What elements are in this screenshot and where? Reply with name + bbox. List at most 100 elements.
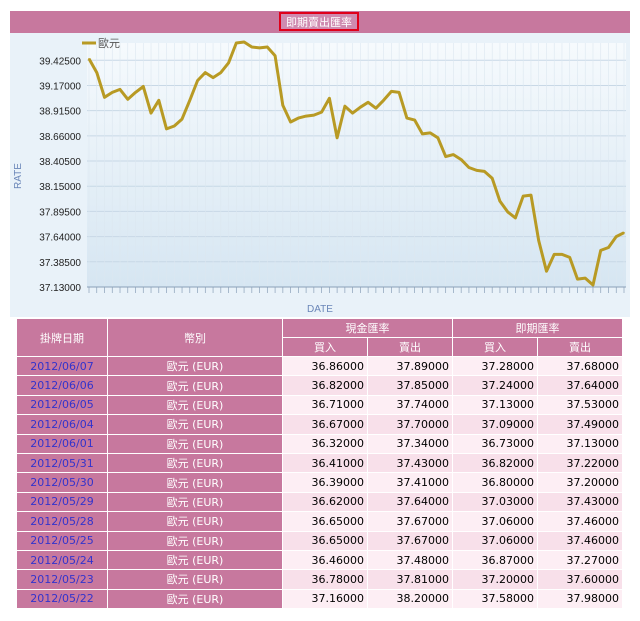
data-point	[599, 249, 602, 252]
header-spot-buy: 買入	[452, 337, 538, 357]
row-spot-sell: 37.22000	[537, 452, 623, 474]
y-tick-label: 39.42500	[39, 56, 81, 67]
data-point	[212, 76, 214, 79]
row-currency: 歐元 (EUR)	[107, 375, 283, 396]
row-date[interactable]: 2012/06/01	[16, 433, 108, 454]
y-tick-label: 37.13000	[39, 283, 81, 294]
row-date[interactable]: 2012/05/30	[16, 472, 108, 493]
data-point	[320, 111, 323, 113]
data-point	[437, 137, 439, 139]
rates-table: 掛牌日期 幣別 現金匯率 即期匯率 買入 賣出 買入 賣出 2012/06/07…	[16, 318, 623, 610]
data-point	[452, 153, 455, 156]
table-row: 2012/06/04 歐元 (EUR) 36.67000 37.70000 37.090…	[16, 414, 623, 435]
row-spot-sell: 37.68000	[537, 355, 623, 377]
row-cash-buy: 36.65000	[282, 511, 368, 532]
y-axis-label: RATE	[13, 163, 24, 189]
row-currency: 歐元 (EUR)	[107, 511, 283, 532]
row-cash-buy: 36.41000	[282, 452, 368, 474]
row-spot-sell: 37.13000	[537, 433, 623, 454]
data-point	[103, 96, 106, 99]
row-date[interactable]: 2012/06/07	[16, 355, 108, 377]
series-line-euro	[87, 40, 625, 287]
data-point	[235, 42, 238, 44]
row-currency: 歐元 (EUR)	[107, 433, 283, 454]
row-cash-sell: 38.20000	[367, 588, 453, 610]
row-date[interactable]: 2012/05/28	[16, 511, 108, 532]
row-date[interactable]: 2012/05/22	[16, 588, 108, 610]
table-row: 2012/06/05 歐元 (EUR) 36.71000 37.74000 37.130…	[16, 394, 623, 416]
row-date[interactable]: 2012/06/04	[16, 414, 108, 435]
data-point	[196, 79, 199, 82]
row-cash-sell: 37.85000	[367, 375, 453, 396]
row-spot-sell: 37.46000	[537, 530, 623, 551]
y-axis-ticks: 39.42500 39.17000 38.91500 38.66000 38.40500…	[39, 56, 81, 294]
row-date[interactable]: 2012/05/25	[16, 530, 108, 551]
data-point	[305, 115, 307, 117]
row-cash-buy: 36.86000	[282, 355, 368, 377]
row-spot-buy: 37.13000	[452, 394, 538, 416]
header-cash-sell: 賣出	[367, 337, 453, 357]
data-point	[499, 200, 501, 202]
row-currency: 歐元 (EUR)	[107, 452, 283, 474]
data-point	[336, 137, 338, 139]
row-cash-sell: 37.70000	[367, 414, 453, 435]
row-date[interactable]: 2012/06/06	[16, 375, 108, 396]
data-point	[584, 277, 586, 279]
data-point	[545, 270, 548, 272]
row-cash-buy: 36.39000	[282, 472, 368, 493]
data-point	[506, 211, 509, 213]
row-cash-buy: 36.46000	[282, 549, 368, 571]
data-point	[359, 106, 362, 108]
data-point	[328, 97, 331, 100]
row-cash-buy: 36.78000	[282, 569, 368, 590]
row-date[interactable]: 2012/05/24	[16, 549, 108, 571]
row-cash-sell: 37.81000	[367, 569, 453, 590]
data-point	[553, 253, 555, 256]
data-point	[421, 133, 424, 135]
rate-chart-svg: 39.42500 39.17000 38.91500 38.66000 38.40500…	[10, 33, 630, 317]
data-point	[522, 195, 524, 197]
data-point	[483, 170, 486, 173]
data-point	[142, 85, 145, 88]
row-date[interactable]: 2012/05/29	[16, 491, 108, 513]
data-point	[96, 71, 98, 74]
data-point	[227, 62, 230, 64]
rate-chart: 39.42500 39.17000 38.91500 38.66000 38.40500…	[10, 33, 630, 317]
row-spot-sell: 37.49000	[537, 414, 623, 435]
data-point	[344, 105, 346, 107]
row-date[interactable]: 2012/05/23	[16, 569, 108, 590]
table-row: 2012/05/23 歐元 (EUR) 36.78000 37.81000 37.200…	[16, 569, 623, 590]
data-point	[313, 114, 315, 116]
row-spot-sell: 37.27000	[537, 549, 623, 571]
table-row: 2012/05/28 歐元 (EUR) 36.65000 37.67000 37.060…	[16, 511, 623, 532]
row-spot-buy: 36.87000	[452, 549, 538, 571]
x-axis-ticks	[88, 287, 625, 293]
table-row: 2012/05/24 歐元 (EUR) 36.46000 37.48000 36.870…	[16, 549, 623, 571]
data-point	[413, 119, 416, 121]
data-point	[576, 278, 579, 280]
row-currency: 歐元 (EUR)	[107, 549, 283, 571]
data-point	[615, 235, 617, 238]
row-currency: 歐元 (EUR)	[107, 414, 283, 435]
row-date[interactable]: 2012/05/31	[16, 452, 108, 474]
header-currency: 幣別	[107, 318, 283, 357]
row-date[interactable]: 2012/06/05	[16, 394, 108, 416]
row-spot-sell: 37.46000	[537, 511, 623, 532]
data-point	[398, 91, 400, 94]
data-point	[189, 99, 191, 102]
legend-label: 歐元	[98, 36, 120, 50]
row-spot-sell: 37.53000	[537, 394, 623, 416]
row-spot-sell: 37.64000	[537, 375, 623, 396]
data-point	[460, 158, 463, 161]
row-currency: 歐元 (EUR)	[107, 394, 283, 416]
row-cash-buy: 36.67000	[282, 414, 368, 435]
row-spot-sell: 37.98000	[537, 588, 623, 610]
y-tick-label: 37.38500	[39, 258, 81, 269]
row-currency: 歐元 (EUR)	[107, 355, 283, 377]
row-currency: 歐元 (EUR)	[107, 530, 283, 551]
row-cash-buy: 36.82000	[282, 375, 368, 396]
header-cash-buy: 買入	[282, 337, 368, 357]
header-date: 掛牌日期	[16, 318, 108, 357]
data-point	[351, 112, 354, 114]
y-tick-label: 37.89500	[39, 207, 81, 218]
